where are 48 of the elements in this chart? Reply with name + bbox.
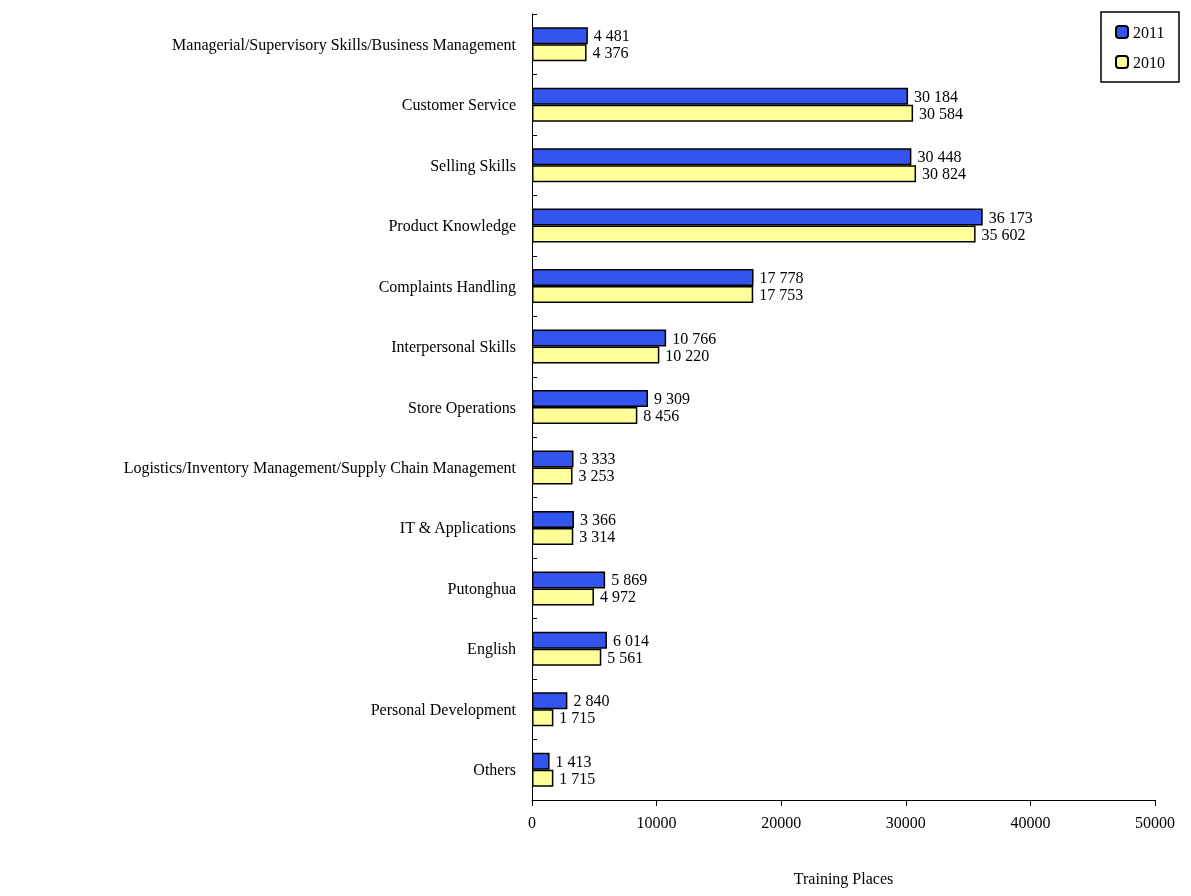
y-tick-label: IT & Applications [399, 519, 516, 538]
x-axis-title: Training Places [793, 869, 894, 888]
data-label: 1 413 [555, 752, 592, 770]
data-label: 30 824 [922, 165, 967, 183]
data-label: 5 869 [611, 571, 648, 589]
data-label: 36 173 [988, 208, 1033, 226]
legend-label: 2010 [1133, 53, 1165, 71]
x-tick-label: 30000 [885, 813, 926, 831]
y-tick-label: Managerial/Supervisory Skills/Business Management [172, 35, 517, 54]
data-label: 30 184 [914, 87, 959, 105]
y-tick-label: Others [473, 761, 516, 779]
y-tick-label: Selling Skills [430, 156, 516, 175]
y-tick-label: Interpersonal Skills [391, 338, 516, 357]
data-label: 3 333 [579, 450, 616, 468]
y-tick-label: Complaints Handling [378, 277, 516, 296]
data-label: 3 314 [579, 527, 616, 545]
data-label: 3 253 [578, 467, 615, 485]
data-label: 4 481 [593, 27, 630, 45]
y-tick-label: Putonghua [447, 579, 516, 598]
y-tick-label: Personal Development [370, 700, 517, 719]
data-label: 30 584 [919, 104, 964, 122]
data-label: 4 972 [599, 588, 636, 606]
data-label: 4 376 [592, 44, 629, 62]
data-label: 5 561 [607, 648, 644, 666]
data-label: 10 766 [672, 329, 717, 347]
data-label: 10 220 [665, 346, 710, 364]
legend-label: 2011 [1133, 23, 1165, 41]
y-tick-label: Product Knowledge [388, 217, 516, 236]
data-label: 6 014 [612, 631, 649, 649]
data-label: 1 715 [559, 709, 596, 727]
data-label: 2 840 [573, 692, 610, 710]
x-tick-label: 40000 [1010, 813, 1051, 831]
data-label: 35 602 [981, 225, 1026, 243]
y-tick-label: English [467, 640, 516, 659]
x-tick-label: 20000 [761, 813, 802, 831]
data-label: 17 778 [759, 269, 804, 287]
y-tick-label: Store Operations [408, 398, 516, 417]
x-tick-label: 0 [528, 813, 536, 831]
data-label: 9 309 [653, 390, 690, 407]
x-tick-label: 10000 [636, 813, 677, 831]
data-label: 30 448 [917, 148, 962, 166]
data-label: 3 366 [579, 510, 616, 528]
data-label: 1 715 [559, 769, 596, 787]
y-tick-label: Customer Service [401, 96, 516, 114]
data-label: 17 753 [759, 286, 804, 304]
data-label: 8 456 [643, 407, 680, 424]
x-tick-label: 50000 [1135, 813, 1175, 831]
y-tick-label: Logistics/Inventory Management/Supply Chain Management [123, 458, 517, 477]
